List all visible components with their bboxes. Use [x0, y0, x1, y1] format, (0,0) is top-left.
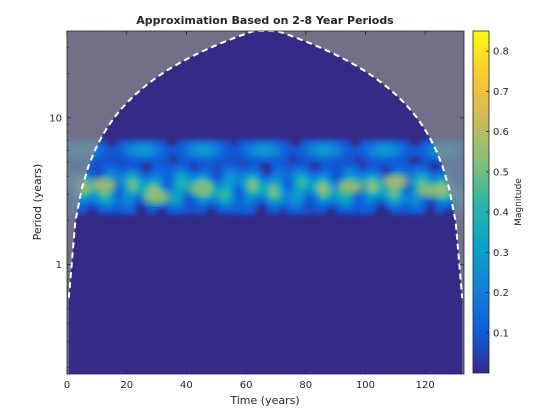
x-tick-label-1: 20 — [120, 380, 133, 391]
heatmap-hotspot-0 — [88, 177, 117, 192]
heatmap-hotspot-2 — [187, 181, 216, 196]
heatmap-hotspot-4 — [381, 174, 410, 189]
colorbar-tick-label-6: 0.7 — [493, 87, 509, 98]
cone-of-influence-shade — [67, 31, 464, 374]
heatmap-hotspots — [88, 174, 446, 204]
x-tick-label-6: 120 — [416, 380, 435, 391]
y-axis-label: Period (years) — [31, 164, 44, 241]
y-tick-label-1: 10 — [49, 113, 62, 124]
colorbar: 0.1 0.2 0.3 0.4 0.5 0.6 0.7 0.8 Magnitude — [472, 30, 524, 374]
colorbar-tick-label-0: 0.1 — [493, 328, 509, 339]
chart-title: Approximation Based on 2-8 Year Periods — [136, 14, 394, 27]
colorbar-tick-label-1: 0.2 — [493, 288, 509, 299]
x-axis-label: Time (years) — [229, 394, 299, 407]
y-tick-label-0: 1 — [56, 260, 62, 271]
colorbar-ticks: 0.1 0.2 0.3 0.4 0.5 0.6 0.7 0.8 — [486, 47, 509, 339]
x-tick-label-5: 100 — [356, 380, 375, 391]
x-tick-label-4: 80 — [299, 380, 312, 391]
x-tick-label-0: 0 — [64, 380, 70, 391]
x-tick-label-2: 40 — [180, 380, 193, 391]
heatmap-hotspot-5 — [417, 183, 446, 198]
colorbar-label: Magnitude — [514, 178, 524, 226]
heatmap-hotspot-1 — [142, 189, 171, 204]
colorbar-gradient — [472, 30, 490, 374]
plot-frame — [66, 30, 465, 375]
heatmap-hotspot-3 — [336, 179, 365, 194]
colorbar-tick-label-3: 0.4 — [493, 208, 509, 219]
plot-area — [66, 30, 465, 375]
cone-of-influence-line — [67, 31, 464, 299]
colorbar-tick-label-2: 0.3 — [493, 248, 509, 259]
x-tick-label-3: 60 — [240, 380, 253, 391]
y-axis-ticks: 1 10 — [49, 47, 464, 368]
colorbar-tick-label-4: 0.5 — [493, 167, 509, 178]
x-axis-ticks: 0 20 40 60 80 100 120 — [64, 31, 435, 391]
colorbar-tick-label-7: 0.8 — [493, 47, 509, 58]
colorbar-tick-label-5: 0.6 — [493, 127, 509, 138]
